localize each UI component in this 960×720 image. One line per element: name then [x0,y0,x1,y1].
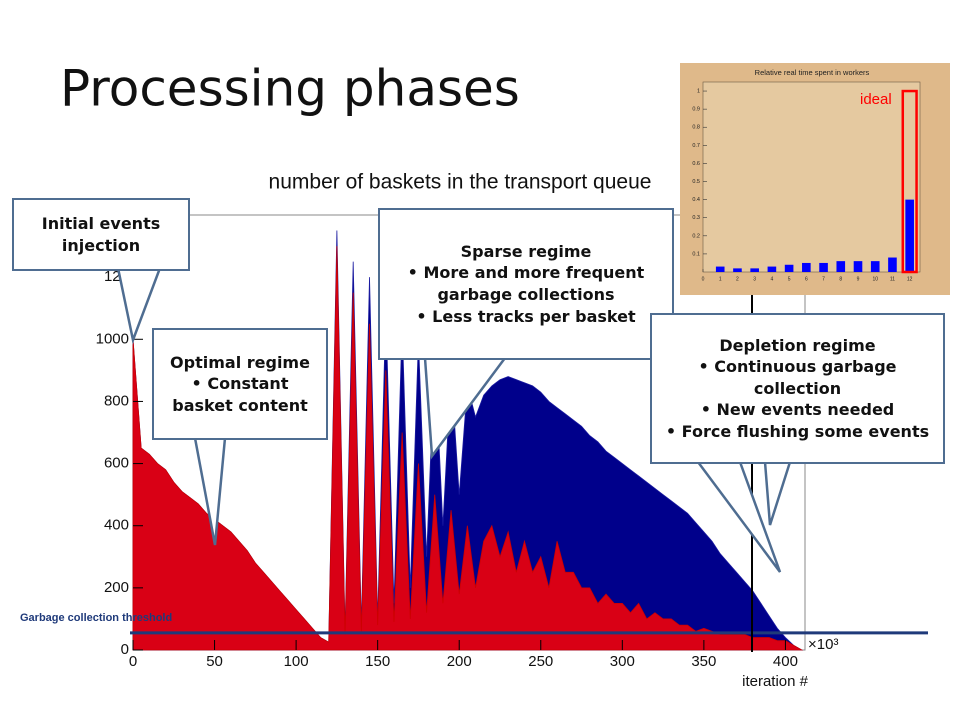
callout-tail [763,460,792,526]
bar [715,266,725,272]
inset-x-tick-label: 1 [719,276,722,282]
inset-x-tick-label: 12 [907,276,913,282]
inset-title: Relative real time spent in workers [755,68,870,77]
inset-y-tick-label: 0.7 [692,143,700,149]
y-tick-label: 1000 [96,330,129,347]
bar [905,199,914,272]
inset-x-tick-label: 4 [770,276,773,282]
x-tick-label: 100 [284,653,309,670]
callout: Sparse regime More and more frequent gar… [378,208,674,360]
callout-bullet: New events needed [658,399,937,421]
bar [836,261,846,272]
callout-bullet: Force flushing some events [658,421,937,443]
x-tick-label: 50 [206,653,223,670]
inset-y-tick-label: 0.5 [692,179,700,185]
legend-label: ideal [860,91,892,108]
inset-x-tick-label: 9 [857,276,860,282]
inset-y-tick-label: 0.4 [692,197,700,203]
inset-x-tick-label: 8 [839,276,842,282]
inset-x-tick-label: 2 [736,276,739,282]
x-multiplier: ×10³ [808,636,838,653]
x-axis-label: iteration # [742,673,809,690]
slide-title: Processing phases [60,60,520,118]
inset-y-tick-label: 0.2 [692,233,700,239]
x-tick-label: 250 [528,653,553,670]
inset-x-tick-label: 3 [753,276,756,282]
area [132,246,804,651]
inset-y-tick-label: 0.9 [692,107,700,113]
callout-bullet: Constant basket content [160,373,320,416]
inset-x-tick-label: 0 [702,276,705,282]
inset-plot [702,81,921,273]
y-tick-label: 800 [104,392,129,409]
inset-y-tick-label: 0.6 [692,161,700,167]
bar [750,268,759,272]
x-tick-label: 150 [365,653,390,670]
bar [888,257,897,272]
callout: Initial events injection [12,198,190,271]
callout-title: Initial events injection [41,213,161,255]
ideal-bar [901,89,918,274]
inset-x-tick-label: 5 [788,276,791,282]
x-tick-label: 0 [129,653,137,670]
bar [784,264,794,272]
bar [870,261,880,272]
inset-x-tick-label: 6 [805,276,808,282]
inset-y-tick-label: 0.3 [692,215,700,221]
callout-title: Depletion regime [719,335,876,355]
inset-y-tick-label: 0.1 [692,251,700,257]
callout-bullet: More and more frequent garbage collectio… [386,262,666,305]
x-tick-label: 200 [447,653,472,670]
inset-x-tick-label: 11 [890,276,895,282]
callout-title: Optimal regime [170,352,310,372]
callout: Depletion regime Continuous garbage coll… [650,313,945,464]
bar [802,262,811,272]
inset-y-tick-label: 0.8 [692,125,700,131]
x-tick-label: 300 [610,653,635,670]
chart-title: number of baskets in the transport queue [269,171,652,194]
y-tick-label: 200 [104,579,129,596]
bar [767,266,777,272]
inset-x-tick-label: 10 [872,276,878,282]
bar [853,261,863,272]
callout: Optimal regime Constant basket content [152,328,328,440]
callout-bullet: Continuous garbage collection [658,356,937,399]
x-tick-label: 350 [691,653,716,670]
x-tick-label: 400 [773,653,798,670]
callout-bullet: Less tracks per basket [386,306,666,328]
inset-y-tick-label: 1 [697,89,700,95]
bar [819,262,828,272]
bar [733,268,742,272]
y-tick-label: 600 [104,455,129,472]
callout-title: Sparse regime [460,241,592,261]
inset-x-tick-label: 7 [822,276,825,282]
y-tick-label: 400 [104,517,129,534]
y-tick-label: 0 [121,641,129,658]
threshold-label: Garbage collection threshold [20,612,172,624]
